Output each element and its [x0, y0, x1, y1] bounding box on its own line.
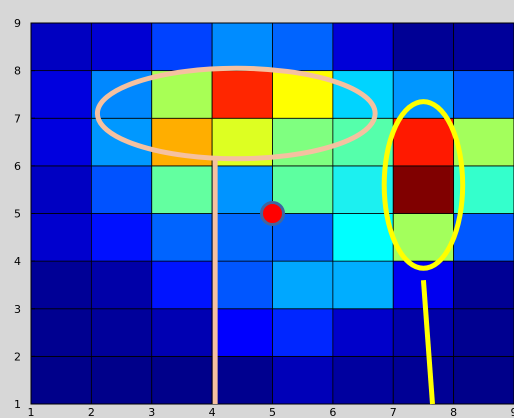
- y-axis-tick-label: 9: [14, 17, 21, 30]
- y-axis-tick-label: 6: [14, 160, 21, 173]
- heatmap-cell: [151, 260, 213, 310]
- heatmap-cell: [272, 22, 334, 72]
- heatmap-cell: [151, 213, 213, 262]
- annotation-ellipse: [381, 99, 466, 271]
- heatmap-cell: [151, 22, 213, 72]
- heatmap-cell: [151, 70, 213, 119]
- heatmap-cell: [90, 165, 153, 214]
- heatmap-cell: [151, 165, 213, 214]
- x-axis-tick-label: 7: [390, 406, 397, 418]
- x-axis-tick-label: 6: [329, 406, 336, 418]
- heatmap-cell: [30, 308, 92, 357]
- heatmap-cell: [272, 260, 334, 310]
- heatmap-cell: [332, 22, 394, 72]
- annotation-ellipse: [94, 65, 378, 162]
- heatmap-cell: [453, 22, 514, 72]
- y-axis-tick-label: 3: [14, 303, 21, 316]
- annotation-overlays: [94, 65, 466, 405]
- y-axis-tick-label: 4: [14, 255, 21, 268]
- plot-border: [30, 22, 514, 405]
- heatmap-cell: [392, 355, 455, 405]
- heatmap-cell: [272, 355, 334, 405]
- x-axis-tick-label: 4: [209, 406, 216, 418]
- heatmap-cell: [392, 22, 455, 72]
- heatmap-cell: [332, 260, 394, 310]
- heatmap-cell: [30, 260, 92, 310]
- heatmap-cell: [332, 355, 394, 405]
- heatmap-cell: [90, 22, 153, 72]
- heatmap-cell: [272, 308, 334, 357]
- heatmap-cell: [211, 165, 273, 214]
- heatmap-cell: [392, 308, 455, 357]
- x-axis-tick-label: 2: [88, 406, 95, 418]
- heatmap-cell: [453, 70, 514, 119]
- heatmap-cell: [453, 355, 514, 405]
- heatmap-cell: [453, 213, 514, 262]
- axis-ticks: 1 2 3 4 5 6 7 8 9 1 2 3 4 5 6 7 8 9: [14, 17, 514, 418]
- heatmap-cell: [90, 308, 153, 357]
- heatmap-cell: [211, 22, 273, 72]
- annotation-line: [420, 279, 435, 405]
- heatmap-cell: [90, 213, 153, 262]
- x-axis-tick-label: 9: [511, 406, 514, 418]
- heatmap-cell: [90, 260, 153, 310]
- heatmap-cell: [90, 355, 153, 405]
- x-axis-tick-label: 3: [148, 406, 155, 418]
- heatmap-cell: [392, 117, 455, 167]
- heatmap-cell: [453, 117, 514, 167]
- heatmap-cell: [30, 165, 92, 214]
- y-axis-tick-label: 1: [14, 398, 21, 411]
- heatmap-cell: [453, 260, 514, 310]
- heatmap-cell: [211, 308, 273, 357]
- y-axis-tick-label: 5: [14, 208, 21, 221]
- heatmap-cell: [453, 308, 514, 357]
- y-axis-tick-label: 2: [14, 350, 21, 363]
- heatmap-cell: [30, 22, 92, 72]
- x-axis-tick-label: 8: [450, 406, 457, 418]
- heatmap-cell: [30, 213, 92, 262]
- heatmap-cell: [151, 355, 213, 405]
- center-point-marker: [260, 201, 285, 226]
- heatmap-cell: [30, 117, 92, 167]
- heatmap-cell: [332, 308, 394, 357]
- heatmap-cell: [392, 165, 455, 214]
- heatmap-cell: [30, 355, 92, 405]
- heatmap-cell: [211, 355, 273, 405]
- y-axis-tick-label: 8: [14, 65, 21, 78]
- heatmap-cell: [332, 213, 394, 262]
- y-axis-tick-label: 7: [14, 112, 21, 125]
- heatmap-cell: [211, 260, 273, 310]
- heatmap-cell: [30, 70, 92, 119]
- heatmap-cell: [151, 308, 213, 357]
- x-axis-tick-label: 5: [269, 406, 276, 418]
- heatmap-cell: [211, 70, 273, 119]
- x-axis-tick-label: 1: [28, 406, 35, 418]
